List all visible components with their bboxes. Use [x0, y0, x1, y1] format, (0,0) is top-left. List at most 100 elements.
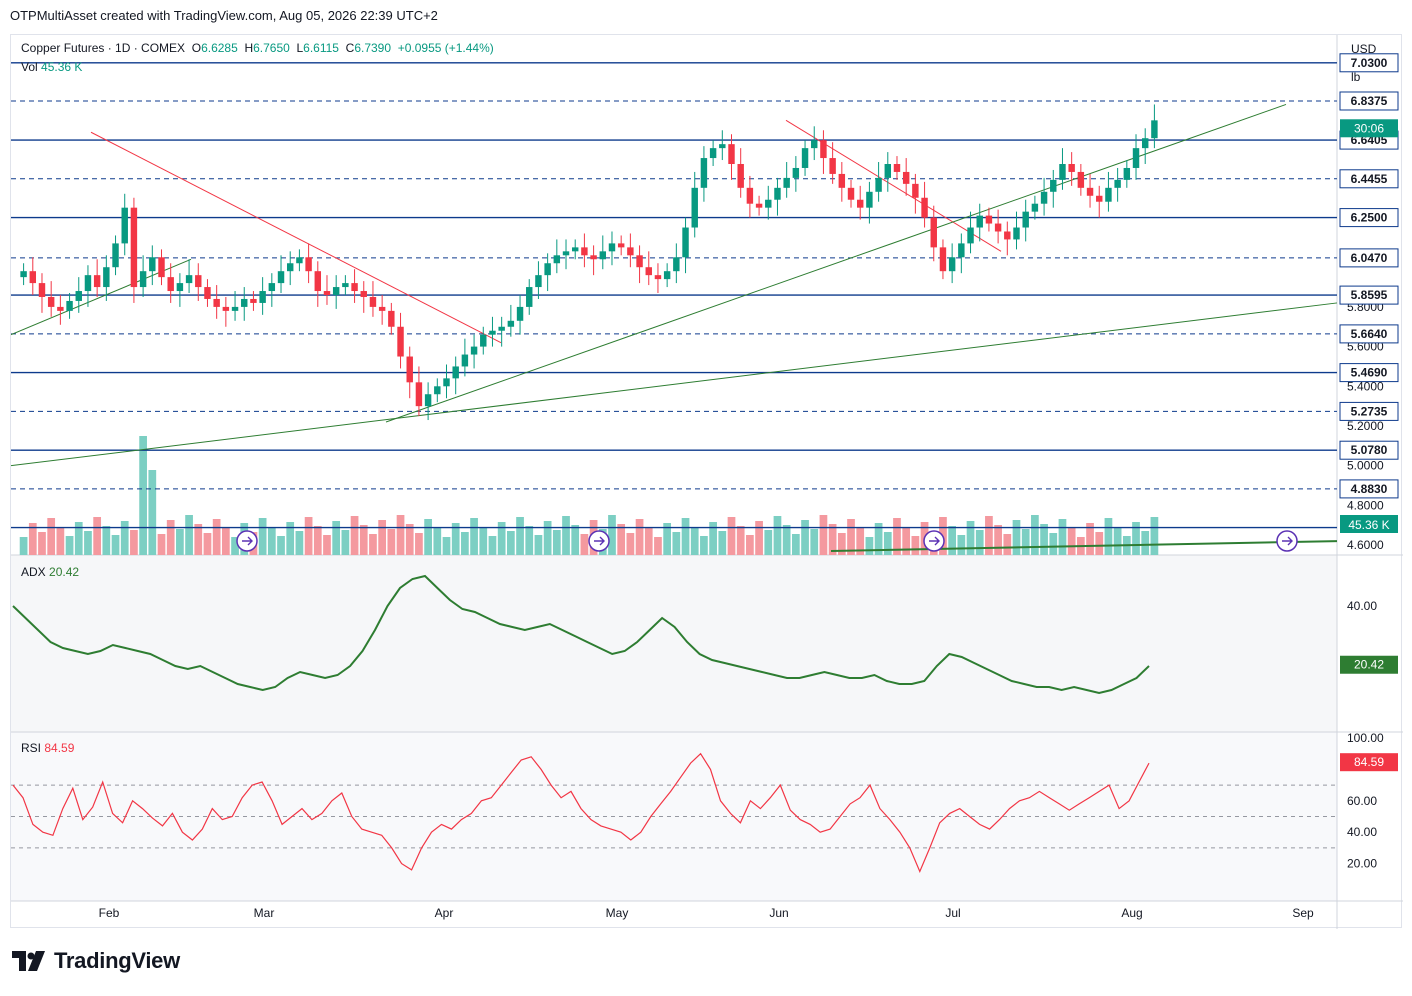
volume-bar	[654, 537, 662, 555]
volume-bar	[157, 534, 166, 555]
volume-bar	[663, 523, 672, 555]
volume-bar	[442, 537, 451, 555]
candle-body	[599, 251, 607, 260]
candle-body	[884, 164, 892, 178]
chart-svg[interactable]: 5.80005.60005.40005.20005.00004.80004.60…	[11, 35, 1403, 929]
candle-body	[581, 247, 588, 256]
candle-body	[829, 158, 836, 174]
candle-body	[1031, 203, 1039, 212]
volume-bar	[552, 530, 561, 555]
volume-bar	[709, 522, 717, 555]
volume-bar	[690, 527, 699, 555]
candle-body	[461, 354, 469, 367]
arrow-right-icon	[929, 536, 940, 546]
candle-body	[1013, 227, 1020, 240]
volume-bar	[461, 532, 469, 555]
candle-body	[66, 300, 73, 311]
volume-bar	[626, 533, 635, 555]
candle-body	[728, 144, 735, 165]
change-value: +0.0955 (+1.44%)	[397, 41, 494, 55]
volume-bar	[286, 522, 295, 555]
volume-bar	[369, 534, 377, 555]
volume-bar	[479, 527, 488, 555]
vol-label: Vol	[21, 60, 38, 74]
candle-body	[774, 187, 781, 200]
candle-body	[746, 187, 754, 204]
volume-bar	[212, 519, 221, 555]
rsi-tick-label: 20.00	[1347, 857, 1377, 871]
adx-pane-bg	[11, 555, 1337, 732]
candle-body	[167, 277, 174, 292]
volume-bar	[111, 535, 120, 555]
candle-body	[415, 382, 423, 407]
adx-label: ADX	[21, 565, 46, 579]
volume-bar	[755, 521, 763, 555]
candle-body	[948, 257, 956, 272]
candle-body	[553, 255, 561, 264]
candle-body	[139, 271, 147, 288]
candle-body	[921, 197, 928, 218]
candle-body	[1086, 187, 1094, 196]
volume-bar	[1031, 515, 1039, 555]
rsi-tick-label: 40.00	[1347, 825, 1377, 839]
candle-body	[38, 283, 46, 297]
volume-bar	[525, 526, 534, 555]
level-badge-label: 6.8375	[1351, 94, 1388, 108]
candle-body	[434, 386, 441, 395]
volume-bar	[791, 534, 800, 555]
volume-bar	[801, 520, 809, 555]
volume-legend: Vol 45.36 K	[21, 60, 82, 74]
candle-body	[130, 207, 138, 288]
volume-bar	[350, 516, 359, 555]
candle-body	[902, 171, 910, 184]
volume-bar	[93, 517, 102, 555]
x-axis-label: Jun	[769, 906, 788, 920]
volume-bar	[1003, 534, 1012, 555]
symbol-legend: Copper Futures · 1D · COMEX O6.6285 H6.7…	[21, 41, 494, 55]
arrow-right-icon	[1282, 536, 1293, 546]
candle-body	[121, 207, 128, 244]
volume-bar	[773, 516, 782, 555]
candle-body	[57, 306, 64, 311]
level-badge	[1339, 285, 1399, 305]
volume-bar	[534, 535, 543, 555]
price-tick-label: 5.0000	[1347, 459, 1384, 473]
candle-body	[765, 199, 772, 208]
volume-bar	[819, 515, 828, 555]
volume-bar	[1021, 529, 1030, 555]
rsi-line	[12, 752, 1150, 874]
volume-bar	[1067, 528, 1076, 555]
candle-body	[700, 158, 708, 188]
volume-bar	[497, 522, 506, 555]
candle-body	[673, 257, 680, 272]
volume-bar	[378, 520, 387, 555]
candle-body	[526, 287, 533, 307]
arrow-right-icon	[594, 536, 605, 546]
candle-body	[443, 378, 450, 387]
candle-body	[875, 177, 882, 192]
volume-bar	[231, 537, 239, 555]
candle-body	[893, 164, 901, 172]
level-badge-label: 6.2500	[1351, 211, 1388, 225]
candle-body	[47, 296, 55, 307]
candle-body	[1132, 148, 1140, 168]
candle-body	[378, 306, 386, 311]
level-badge	[1339, 53, 1399, 73]
candle-body	[617, 243, 625, 248]
open-label: O	[191, 41, 202, 55]
level-badge-label: 6.0470	[1351, 251, 1388, 265]
volume-bar	[865, 537, 874, 555]
chart-area[interactable]: 5.8000 5.6000 5.4000 5.2000 5.0000 4.8000 4.60…	[10, 34, 1403, 929]
volume-bar	[332, 521, 341, 555]
candle-body	[1068, 164, 1075, 172]
candle-body	[1123, 167, 1131, 180]
volume-bar	[506, 531, 515, 555]
volume-badge	[1340, 515, 1398, 533]
volume-bar	[828, 524, 837, 555]
price-tick-label: 4.8000	[1347, 498, 1384, 512]
volume-bar	[1086, 523, 1094, 555]
adx-legend-value: 20.42	[49, 565, 80, 579]
volume-bar	[635, 519, 644, 555]
volume-bar	[405, 524, 414, 555]
candle-body	[75, 291, 82, 301]
